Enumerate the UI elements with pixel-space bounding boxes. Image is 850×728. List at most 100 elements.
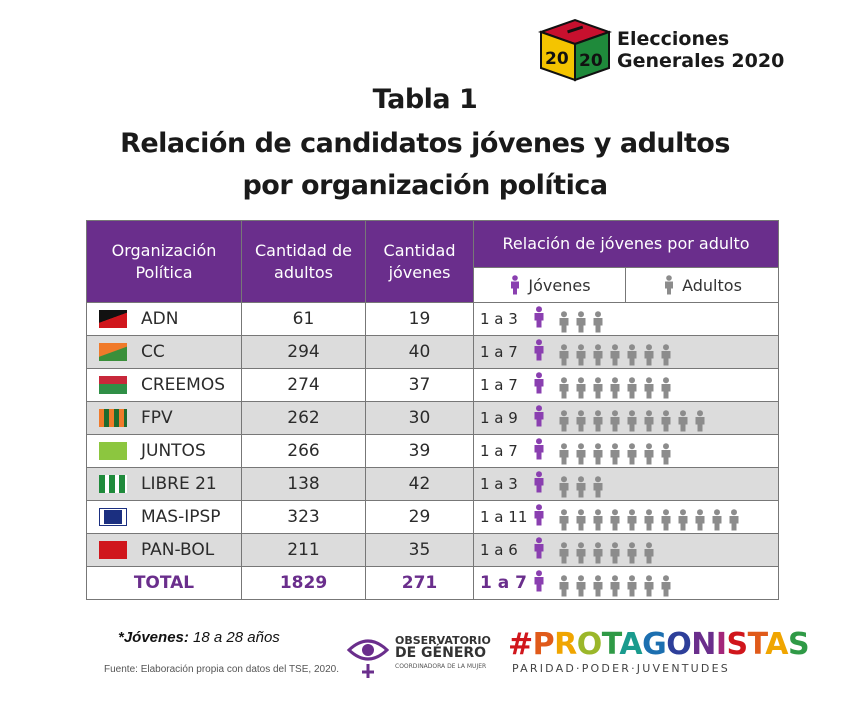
cell-org: CREEMOS: [86, 368, 242, 402]
young-person-icon: [534, 569, 544, 591]
adult-person-icon: [661, 442, 671, 464]
adult-person-icon: [576, 376, 586, 398]
adult-person-icon: [661, 343, 671, 365]
adult-person-icon: [576, 442, 586, 464]
adult-person-icon: [695, 409, 705, 431]
cell-jovenes: 37: [365, 368, 474, 402]
logo-line2: Generales 2020: [617, 50, 785, 72]
observatorio-line3: COORDINADORA DE LA MUJER: [395, 663, 487, 670]
adult-person-icon: [559, 508, 569, 530]
ratio-text: 1 a 6: [480, 541, 518, 559]
header-jovenes: Cantidad jóvenes: [365, 220, 474, 303]
cell-jovenes: 39: [365, 434, 474, 468]
adult-person-icon: [559, 574, 569, 596]
observatorio-line2: DE GÉNERO: [395, 645, 487, 661]
legend-young: Jóvenes: [473, 267, 626, 303]
ratio-text: 1 a 7: [480, 442, 518, 460]
cell-org: JUNTOS: [86, 434, 242, 468]
cell-relacion: 1 a 6: [472, 533, 780, 567]
org-name: MAS-IPSP: [141, 507, 221, 527]
table-row: MAS-IPSP 323 29 1 a 11: [86, 500, 780, 534]
adult-person-icon: [610, 574, 620, 596]
source-text: Fuente: Elaboración propia con datos del…: [104, 664, 339, 675]
adult-person-icon: [695, 508, 705, 530]
table-row: CC 294 40 1 a 7: [86, 335, 780, 369]
adult-person-icon: [644, 574, 654, 596]
adult-person-icon: [627, 508, 637, 530]
note-label: *Jóvenes:: [118, 629, 189, 646]
ratio-text: 1 a 7: [480, 343, 518, 361]
candidates-table: Organización Política Cantidad de adulto…: [86, 220, 780, 600]
protagonistas-title: #PROTAGONISTAS: [508, 627, 810, 662]
cell-adultos: 323: [241, 500, 366, 534]
adult-person-icon: [661, 508, 671, 530]
adult-person-icon: [610, 376, 620, 398]
ballot-box-icon: 20 20: [537, 18, 613, 82]
adult-person-icon: [593, 442, 603, 464]
header-adultos: Cantidad de adultos: [241, 220, 366, 303]
ratio-icons: [532, 503, 741, 531]
party-flag-icon: [99, 508, 127, 526]
cell-org: FPV: [86, 401, 242, 435]
ratio-text: 1 a 9: [480, 409, 518, 427]
adult-person-icon: [610, 442, 620, 464]
young-person-icon: [534, 437, 544, 459]
ratio-icons: [532, 536, 656, 564]
protagonistas-logo: #PROTAGONISTAS PARIDAD·PODER·JUVENTUDES: [508, 627, 810, 688]
org-name: LIBRE 21: [141, 474, 217, 494]
cell-adultos: 266: [241, 434, 366, 468]
org-name: FPV: [141, 408, 173, 428]
total-adultos: 1829: [241, 566, 366, 600]
cell-adultos: 61: [241, 302, 366, 336]
legend-adult: Adultos: [624, 267, 780, 303]
cell-relacion: 1 a 3: [472, 467, 780, 501]
youth-note: *Jóvenes: 18 a 28 años: [118, 629, 280, 646]
ratio-icons: [532, 338, 673, 366]
adult-person-icon: [644, 442, 654, 464]
young-person-icon: [534, 470, 544, 492]
cell-adultos: 262: [241, 401, 366, 435]
adult-person-icon: [644, 343, 654, 365]
cell-relacion: 1 a 9: [472, 401, 780, 435]
adult-person-icon: [661, 376, 671, 398]
total-row: TOTAL 1829 271 1 a 7: [86, 566, 780, 600]
adult-person-icon: [644, 409, 654, 431]
org-name: CREEMOS: [141, 375, 226, 395]
young-person-icon: [534, 404, 544, 426]
adult-person-icon: [661, 409, 671, 431]
party-flag-icon: [99, 310, 127, 328]
cube-text-left: 20: [545, 49, 569, 69]
cell-relacion: 1 a 7: [472, 368, 780, 402]
header-relacion: Relación de jóvenes por adulto: [472, 220, 780, 268]
adult-person-icon: [593, 343, 603, 365]
adult-person-icon: [576, 310, 586, 332]
party-flag-icon: [99, 409, 127, 427]
ratio-icons: [532, 437, 673, 465]
org-name: ADN: [141, 309, 179, 329]
cell-org: LIBRE 21: [86, 467, 242, 501]
adult-person-icon: [559, 442, 569, 464]
header-organizacion: Organización Política: [86, 220, 242, 303]
note-value: 18 a 28 años: [193, 629, 280, 646]
party-flag-icon: [99, 475, 127, 493]
adult-person-icon: [610, 541, 620, 563]
cell-relacion: 1 a 11: [472, 500, 780, 534]
adult-person-icon: [627, 442, 637, 464]
title-line-3: por organización política: [242, 170, 608, 201]
ratio-text: 1 a 3: [480, 475, 518, 493]
adult-person-icon: [661, 574, 671, 596]
adult-person-icon: [559, 343, 569, 365]
total-ratio: 1 a 7: [480, 573, 527, 593]
adult-person-icon: [576, 475, 586, 497]
svg-text:20: 20: [579, 51, 603, 71]
adult-person-icon: [610, 409, 620, 431]
adult-person-icon: [576, 409, 586, 431]
cell-adultos: 274: [241, 368, 366, 402]
eye-gender-icon: [346, 639, 390, 678]
org-name: JUNTOS: [141, 441, 206, 461]
cell-relacion: 1 a 3: [472, 302, 780, 336]
cell-jovenes: 40: [365, 335, 474, 369]
ratio-icons: [532, 470, 605, 498]
cell-jovenes: 19: [365, 302, 474, 336]
legend-young-label: Jóvenes: [528, 275, 591, 295]
